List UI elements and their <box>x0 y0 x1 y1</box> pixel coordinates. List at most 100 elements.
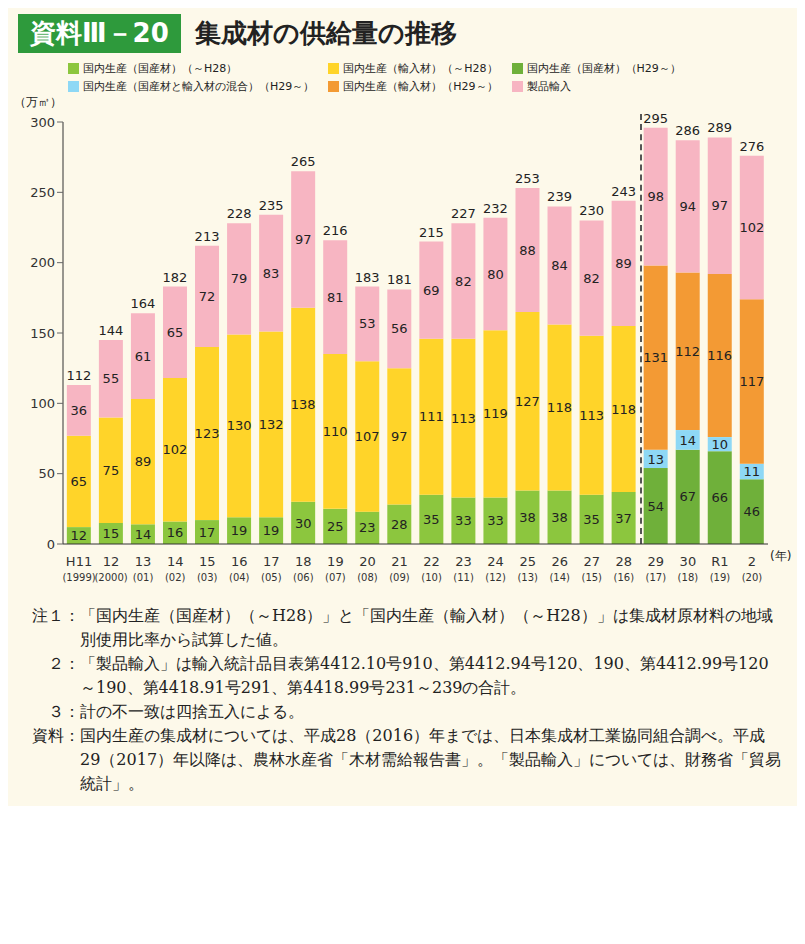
svg-text:131: 131 <box>643 350 668 365</box>
svg-text:111: 111 <box>419 409 444 424</box>
svg-text:97: 97 <box>391 429 408 444</box>
svg-text:182: 182 <box>163 270 188 285</box>
svg-text:21(09): 21(09) <box>389 554 410 583</box>
svg-text:15: 15 <box>103 526 120 541</box>
svg-text:94: 94 <box>679 199 696 214</box>
svg-text:24(12): 24(12) <box>485 554 506 583</box>
svg-text:102: 102 <box>739 220 764 235</box>
svg-text:R1(19): R1(19) <box>710 554 731 583</box>
svg-text:27(15): 27(15) <box>581 554 602 583</box>
svg-text:69: 69 <box>423 283 440 298</box>
svg-text:216: 216 <box>323 223 348 238</box>
svg-text:82: 82 <box>583 271 600 286</box>
svg-text:16(04): 16(04) <box>229 554 250 583</box>
svg-text:112: 112 <box>66 368 91 383</box>
svg-text:16: 16 <box>167 525 184 540</box>
svg-text:23: 23 <box>359 520 376 535</box>
svg-text:54: 54 <box>647 499 664 514</box>
svg-text:33: 33 <box>455 513 472 528</box>
svg-text:37: 37 <box>615 511 632 526</box>
svg-text:26(14): 26(14) <box>549 554 570 583</box>
svg-text:22(10): 22(10) <box>421 554 442 583</box>
svg-text:83: 83 <box>263 266 280 281</box>
svg-text:200: 200 <box>30 255 55 270</box>
svg-text:14: 14 <box>679 433 696 448</box>
svg-text:100: 100 <box>30 396 55 411</box>
svg-text:183: 183 <box>355 270 380 285</box>
svg-text:181: 181 <box>387 272 412 287</box>
svg-text:25(13): 25(13) <box>517 554 538 583</box>
svg-text:61: 61 <box>135 349 152 364</box>
svg-text:164: 164 <box>131 296 156 311</box>
svg-text:12: 12 <box>71 528 88 543</box>
svg-text:28: 28 <box>391 517 408 532</box>
svg-text:112: 112 <box>675 344 700 359</box>
svg-text:30: 30 <box>295 516 312 531</box>
svg-text:265: 265 <box>291 154 316 169</box>
svg-text:213: 213 <box>195 229 220 244</box>
svg-text:235: 235 <box>259 198 284 213</box>
svg-text:14(02): 14(02) <box>165 554 186 583</box>
svg-text:25: 25 <box>327 519 344 534</box>
svg-text:29(17): 29(17) <box>646 554 667 583</box>
svg-text:65: 65 <box>167 325 184 340</box>
svg-text:107: 107 <box>355 429 380 444</box>
svg-text:17(05): 17(05) <box>261 554 282 583</box>
svg-text:35: 35 <box>423 512 440 527</box>
svg-text:127: 127 <box>515 394 540 409</box>
svg-text:289: 289 <box>707 120 732 135</box>
svg-text:80: 80 <box>487 267 504 282</box>
svg-text:138: 138 <box>291 397 316 412</box>
svg-text:232: 232 <box>483 201 508 216</box>
svg-text:227: 227 <box>451 206 476 221</box>
svg-text:67: 67 <box>679 489 696 504</box>
svg-text:113: 113 <box>579 408 604 423</box>
svg-text:118: 118 <box>611 402 636 417</box>
svg-text:97: 97 <box>711 198 728 213</box>
svg-text:19: 19 <box>263 523 280 538</box>
svg-text:118: 118 <box>547 400 572 415</box>
svg-text:14: 14 <box>135 527 152 542</box>
svg-text:H11(1999): H11(1999) <box>62 554 95 583</box>
svg-text:0: 0 <box>47 537 55 552</box>
svg-text:12(2000): 12(2000) <box>94 554 127 583</box>
svg-text:130: 130 <box>227 418 252 433</box>
svg-text:28(16): 28(16) <box>614 554 635 583</box>
svg-text:46: 46 <box>744 504 761 519</box>
svg-text:50: 50 <box>38 466 55 481</box>
svg-text:300: 300 <box>30 115 55 130</box>
svg-text:38: 38 <box>519 510 536 525</box>
svg-text:13(01): 13(01) <box>133 554 154 583</box>
svg-text:10: 10 <box>711 437 728 452</box>
svg-text:89: 89 <box>615 256 632 271</box>
svg-text:119: 119 <box>483 406 508 421</box>
svg-text:276: 276 <box>739 139 764 154</box>
svg-text:150: 150 <box>30 326 55 341</box>
svg-text:253: 253 <box>515 171 540 186</box>
svg-text:2(20): 2(20) <box>742 554 763 583</box>
svg-text:110: 110 <box>323 424 348 439</box>
svg-text:72: 72 <box>199 289 216 304</box>
svg-text:11: 11 <box>744 464 761 479</box>
svg-text:81: 81 <box>327 290 344 305</box>
svg-text:19(07): 19(07) <box>325 554 346 583</box>
svg-text:295: 295 <box>643 111 668 126</box>
svg-text:15(03): 15(03) <box>197 554 218 583</box>
svg-text:228: 228 <box>227 206 252 221</box>
svg-text:36: 36 <box>71 403 88 418</box>
svg-text:132: 132 <box>259 417 284 432</box>
svg-text:243: 243 <box>611 184 636 199</box>
svg-text:215: 215 <box>419 225 444 240</box>
svg-text:82: 82 <box>455 274 472 289</box>
svg-text:33: 33 <box>487 513 504 528</box>
svg-text:18(06): 18(06) <box>293 554 314 583</box>
svg-text:53: 53 <box>359 316 376 331</box>
svg-text:144: 144 <box>98 323 123 338</box>
svg-text:19: 19 <box>231 523 248 538</box>
svg-text:30(18): 30(18) <box>678 554 699 583</box>
svg-text:13: 13 <box>647 452 664 467</box>
svg-text:286: 286 <box>675 123 700 138</box>
svg-text:117: 117 <box>739 374 764 389</box>
svg-text:239: 239 <box>547 189 572 204</box>
svg-text:35: 35 <box>583 512 600 527</box>
